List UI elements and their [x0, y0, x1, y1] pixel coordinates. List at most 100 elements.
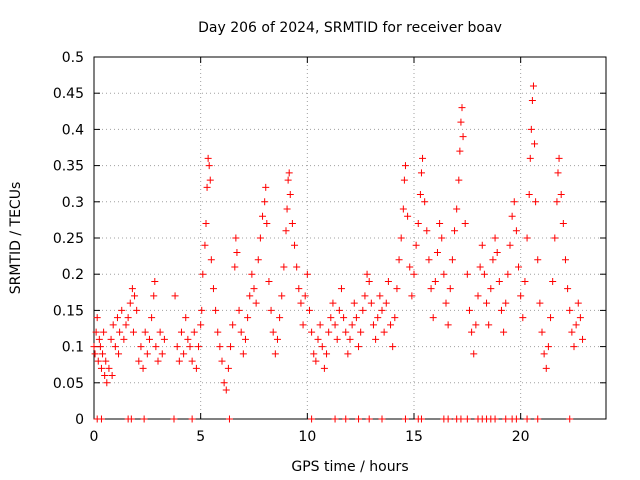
data-point	[549, 277, 557, 285]
data-point	[523, 234, 531, 242]
data-point	[525, 191, 533, 199]
data-point	[186, 343, 194, 351]
y-tick-label: 0	[75, 412, 84, 428]
data-point	[465, 306, 473, 314]
data-point	[417, 415, 425, 423]
data-point	[195, 343, 203, 351]
data-point	[180, 350, 188, 358]
data-point	[350, 299, 358, 307]
data-point	[116, 328, 124, 336]
data-point	[203, 183, 211, 191]
x-tick-label: 5	[196, 429, 205, 445]
data-point	[192, 364, 200, 372]
data-point	[438, 234, 446, 242]
data-point	[267, 306, 275, 314]
data-point	[150, 292, 158, 300]
data-point	[120, 335, 128, 343]
data-point	[344, 350, 352, 358]
data-point	[453, 205, 461, 213]
data-point	[278, 292, 286, 300]
data-point	[127, 415, 135, 423]
data-point	[152, 343, 160, 351]
data-point	[538, 328, 546, 336]
tick-layer: 0 0.05 0.1 0.15 0.2 0.25 0.3 0.35 0.4 0.45 0.5 0 5 10…	[53, 50, 606, 445]
data-point	[406, 263, 414, 271]
data-point	[158, 350, 166, 358]
data-point	[444, 415, 452, 423]
data-point	[532, 198, 540, 206]
data-point	[285, 169, 293, 177]
data-point	[118, 306, 126, 314]
data-point	[451, 227, 459, 235]
data-point	[401, 162, 409, 170]
data-point	[468, 328, 476, 336]
data-point	[566, 306, 574, 314]
data-point	[566, 415, 574, 423]
data-point	[284, 176, 292, 184]
data-point	[115, 350, 123, 358]
data-point	[414, 220, 422, 228]
data-point	[367, 299, 375, 307]
data-point	[248, 270, 256, 278]
data-point	[472, 321, 480, 329]
data-point	[323, 350, 331, 358]
data-point	[202, 220, 210, 228]
data-point	[376, 292, 384, 300]
data-point	[170, 415, 178, 423]
data-point	[555, 154, 563, 162]
data-point	[542, 364, 550, 372]
data-point	[384, 277, 392, 285]
data-point	[160, 335, 168, 343]
data-point	[361, 292, 369, 300]
data-point	[506, 241, 514, 249]
data-point	[404, 212, 412, 220]
data-point	[301, 292, 309, 300]
data-point	[363, 270, 371, 278]
data-point	[224, 364, 232, 372]
data-point	[554, 169, 562, 177]
data-point	[480, 270, 488, 278]
data-point	[95, 335, 103, 343]
data-point	[526, 154, 534, 162]
data-point	[252, 299, 260, 307]
data-point	[93, 314, 101, 322]
data-point	[225, 415, 233, 423]
data-point	[463, 270, 471, 278]
data-point	[128, 285, 136, 293]
data-point	[564, 285, 572, 293]
data-point	[97, 364, 105, 372]
data-point	[126, 299, 134, 307]
data-point	[359, 306, 367, 314]
data-point	[206, 176, 214, 184]
data-point	[263, 220, 271, 228]
data-point	[357, 328, 365, 336]
data-point	[572, 321, 580, 329]
data-point	[365, 277, 373, 285]
data-point	[273, 335, 281, 343]
data-point	[485, 321, 493, 329]
data-point	[387, 321, 395, 329]
data-point	[297, 299, 305, 307]
data-point	[440, 270, 448, 278]
y-tick-label: 0.05	[53, 376, 84, 392]
data-point	[400, 176, 408, 184]
data-point	[276, 314, 284, 322]
data-point	[519, 314, 527, 322]
data-point	[329, 299, 337, 307]
data-point	[256, 234, 264, 242]
data-point	[184, 335, 192, 343]
x-axis-label: GPS time / hours	[291, 459, 408, 475]
data-point	[425, 256, 433, 264]
data-point	[233, 248, 241, 256]
data-point	[331, 415, 339, 423]
data-point	[227, 343, 235, 351]
data-point	[576, 314, 584, 322]
data-point	[188, 415, 196, 423]
x-tick-label: 10	[298, 429, 316, 445]
data-point	[412, 241, 420, 249]
data-point	[305, 306, 313, 314]
data-point	[574, 299, 582, 307]
data-point	[342, 415, 350, 423]
data-point	[97, 415, 105, 423]
data-point	[154, 357, 162, 365]
